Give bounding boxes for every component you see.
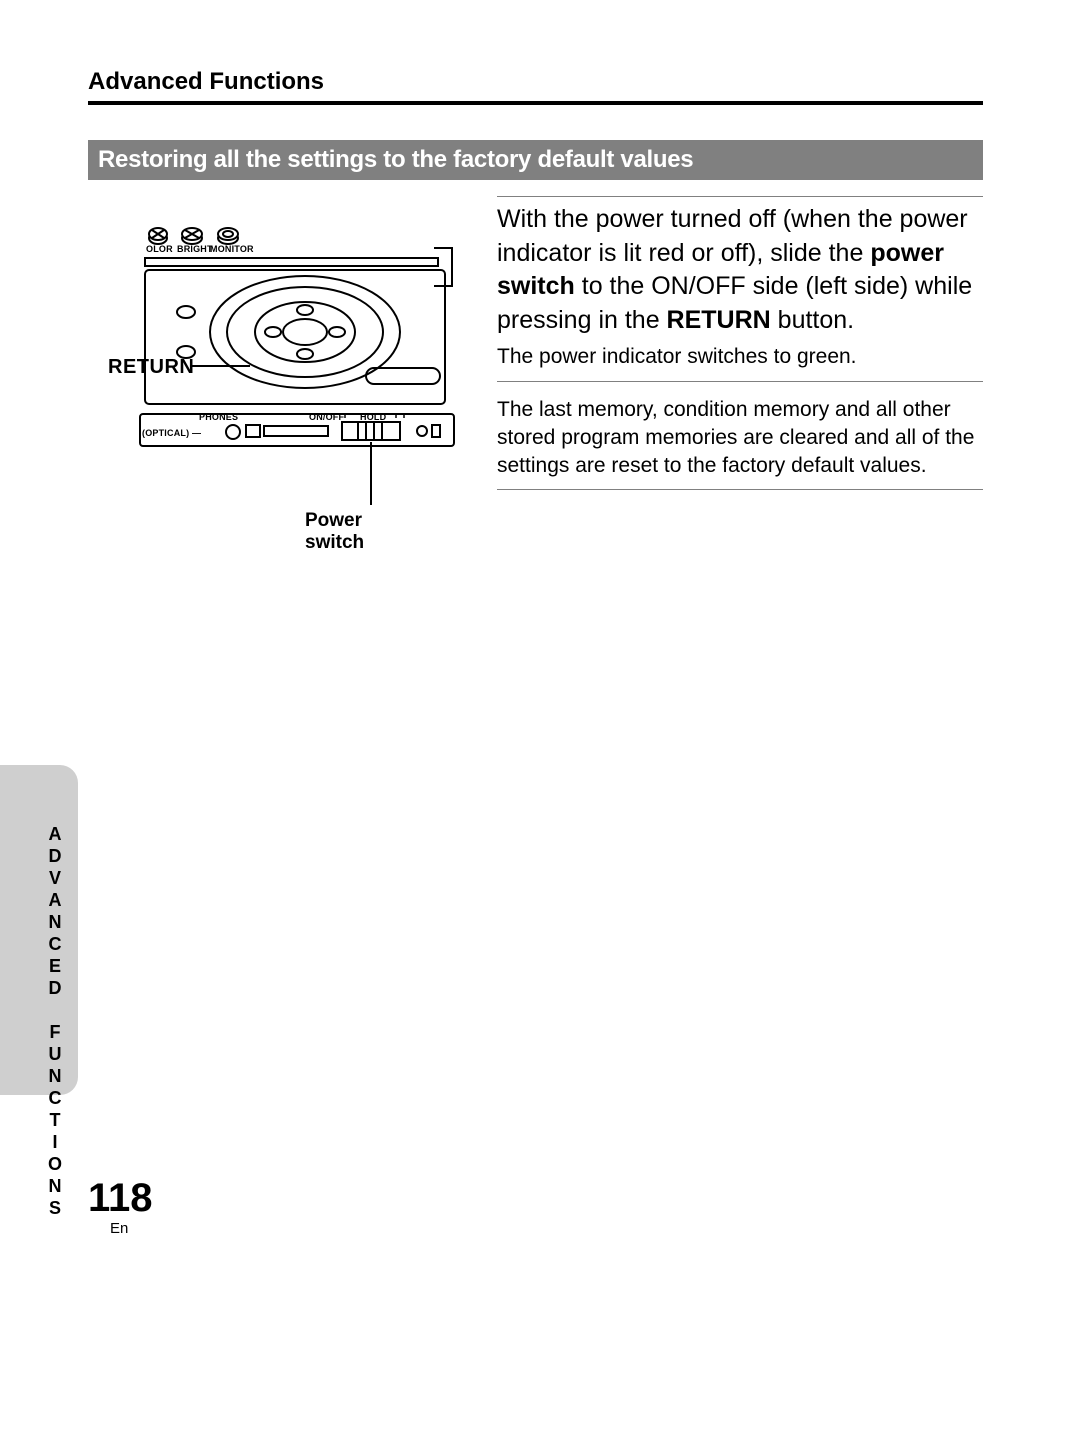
section-banner: Restoring all the settings to the factor… <box>88 140 983 180</box>
tiny-hold: HOLD <box>360 412 386 422</box>
tiny-dash: — <box>192 428 201 438</box>
device-diagram: RETURN Power switch OLOR BRIGHT MONITOR … <box>90 200 470 560</box>
header-rule <box>88 101 983 105</box>
side-tab-label: ADVANCED FUNCTIONS <box>44 824 65 1220</box>
power-label-2: switch <box>305 532 364 553</box>
body-paragraph: The last memory, condition memory and al… <box>497 396 983 480</box>
tiny-optical: (OPTICAL) <box>142 428 189 438</box>
page: Advanced Functions Restoring all the set… <box>0 0 1080 1448</box>
right-column: With the power turned off (when the powe… <box>497 196 983 490</box>
return-label: RETURN <box>108 356 194 379</box>
tiny-phones: PHONES <box>199 412 238 422</box>
rule-mid <box>497 381 983 382</box>
side-tab <box>0 765 78 1095</box>
rule-top <box>497 196 983 197</box>
tiny-bright: BRIGHT <box>177 244 213 254</box>
page-number: 118 <box>88 1176 153 1221</box>
tiny-color: OLOR <box>146 244 173 254</box>
intro-paragraph: With the power turned off (when the powe… <box>497 203 983 337</box>
power-switch-label: Power switch <box>305 510 364 554</box>
tiny-monitor: MONITOR <box>210 244 254 254</box>
rule-bot <box>497 489 983 490</box>
power-label-1: Power <box>305 510 362 531</box>
header-title: Advanced Functions <box>88 68 324 96</box>
intro-post1: button. <box>771 306 854 334</box>
page-language: En <box>110 1220 128 1237</box>
intro-b2: RETURN <box>667 306 771 334</box>
tiny-onoff: ON/OFF <box>309 412 344 422</box>
sub-paragraph: The power indicator switches to green. <box>497 343 983 371</box>
